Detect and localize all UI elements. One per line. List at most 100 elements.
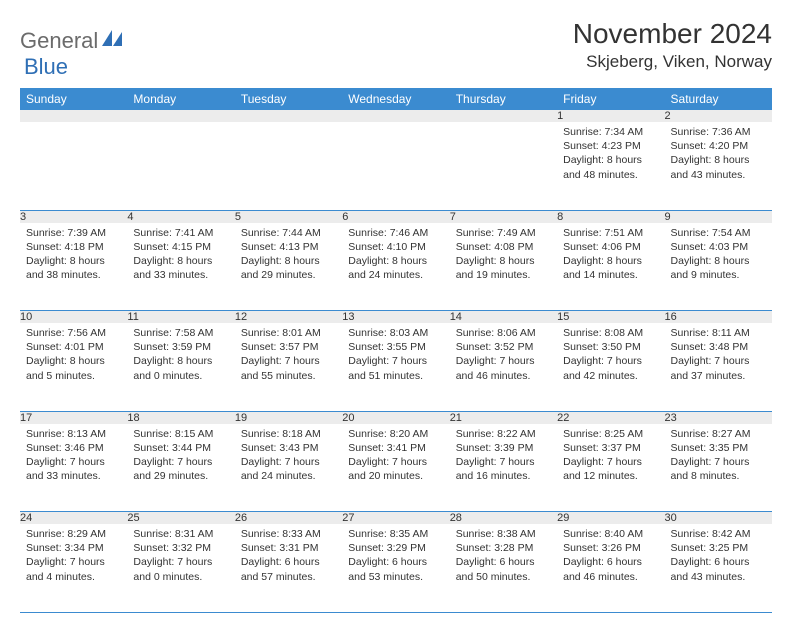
day-number: 22 <box>557 411 664 424</box>
weekday-header: Sunday <box>20 88 127 110</box>
day-details: Sunrise: 8:18 AMSunset: 3:43 PMDaylight:… <box>235 424 342 488</box>
day-details: Sunrise: 8:31 AMSunset: 3:32 PMDaylight:… <box>127 524 234 588</box>
day-number: 10 <box>20 311 127 324</box>
day-cell: Sunrise: 8:42 AMSunset: 3:25 PMDaylight:… <box>665 524 772 612</box>
day-details: Sunrise: 8:06 AMSunset: 3:52 PMDaylight:… <box>450 323 557 387</box>
day-number: 9 <box>665 210 772 223</box>
day-details: Sunrise: 8:35 AMSunset: 3:29 PMDaylight:… <box>342 524 449 588</box>
day-details: Sunrise: 7:39 AMSunset: 4:18 PMDaylight:… <box>20 223 127 287</box>
day-number <box>235 110 342 122</box>
day-number: 11 <box>127 311 234 324</box>
day-details: Sunrise: 8:29 AMSunset: 3:34 PMDaylight:… <box>20 524 127 588</box>
day-details: Sunrise: 8:33 AMSunset: 3:31 PMDaylight:… <box>235 524 342 588</box>
day-number: 2 <box>665 110 772 122</box>
day-cell: Sunrise: 8:13 AMSunset: 3:46 PMDaylight:… <box>20 424 127 512</box>
day-cell: Sunrise: 8:18 AMSunset: 3:43 PMDaylight:… <box>235 424 342 512</box>
day-number: 3 <box>20 210 127 223</box>
day-cell: Sunrise: 7:54 AMSunset: 4:03 PMDaylight:… <box>665 223 772 311</box>
day-number: 25 <box>127 512 234 525</box>
daynum-row: 12 <box>20 110 772 122</box>
day-number: 17 <box>20 411 127 424</box>
day-number: 7 <box>450 210 557 223</box>
weekday-header: Wednesday <box>342 88 449 110</box>
day-number: 16 <box>665 311 772 324</box>
week-row: Sunrise: 8:29 AMSunset: 3:34 PMDaylight:… <box>20 524 772 612</box>
day-number: 13 <box>342 311 449 324</box>
day-cell <box>450 122 557 210</box>
day-cell: Sunrise: 8:08 AMSunset: 3:50 PMDaylight:… <box>557 323 664 411</box>
brand-logo: General <box>20 18 106 54</box>
weekday-header: Friday <box>557 88 664 110</box>
day-cell: Sunrise: 8:06 AMSunset: 3:52 PMDaylight:… <box>450 323 557 411</box>
day-cell: Sunrise: 8:40 AMSunset: 3:26 PMDaylight:… <box>557 524 664 612</box>
day-number: 14 <box>450 311 557 324</box>
day-details: Sunrise: 8:15 AMSunset: 3:44 PMDaylight:… <box>127 424 234 488</box>
day-details: Sunrise: 8:25 AMSunset: 3:37 PMDaylight:… <box>557 424 664 488</box>
week-row: Sunrise: 7:39 AMSunset: 4:18 PMDaylight:… <box>20 223 772 311</box>
day-number: 21 <box>450 411 557 424</box>
calendar-page: General November 2024 Skjeberg, Viken, N… <box>0 0 792 623</box>
day-cell: Sunrise: 7:39 AMSunset: 4:18 PMDaylight:… <box>20 223 127 311</box>
day-details: Sunrise: 7:58 AMSunset: 3:59 PMDaylight:… <box>127 323 234 387</box>
day-number: 18 <box>127 411 234 424</box>
day-number <box>127 110 234 122</box>
day-number <box>342 110 449 122</box>
day-details: Sunrise: 7:51 AMSunset: 4:06 PMDaylight:… <box>557 223 664 287</box>
day-number: 27 <box>342 512 449 525</box>
daynum-row: 10111213141516 <box>20 311 772 324</box>
daynum-row: 17181920212223 <box>20 411 772 424</box>
day-details: Sunrise: 8:11 AMSunset: 3:48 PMDaylight:… <box>665 323 772 387</box>
day-cell: Sunrise: 8:38 AMSunset: 3:28 PMDaylight:… <box>450 524 557 612</box>
day-cell: Sunrise: 7:41 AMSunset: 4:15 PMDaylight:… <box>127 223 234 311</box>
day-cell: Sunrise: 8:03 AMSunset: 3:55 PMDaylight:… <box>342 323 449 411</box>
day-details: Sunrise: 8:20 AMSunset: 3:41 PMDaylight:… <box>342 424 449 488</box>
day-cell: Sunrise: 7:56 AMSunset: 4:01 PMDaylight:… <box>20 323 127 411</box>
weekday-header: Monday <box>127 88 234 110</box>
day-cell: Sunrise: 8:20 AMSunset: 3:41 PMDaylight:… <box>342 424 449 512</box>
day-details: Sunrise: 8:40 AMSunset: 3:26 PMDaylight:… <box>557 524 664 588</box>
weekday-header: Thursday <box>450 88 557 110</box>
sail-icon <box>102 30 122 46</box>
day-cell: Sunrise: 7:44 AMSunset: 4:13 PMDaylight:… <box>235 223 342 311</box>
day-cell: Sunrise: 7:51 AMSunset: 4:06 PMDaylight:… <box>557 223 664 311</box>
day-cell <box>342 122 449 210</box>
day-number: 4 <box>127 210 234 223</box>
day-cell: Sunrise: 7:49 AMSunset: 4:08 PMDaylight:… <box>450 223 557 311</box>
day-number: 5 <box>235 210 342 223</box>
weekday-header: Saturday <box>665 88 772 110</box>
daynum-row: 24252627282930 <box>20 512 772 525</box>
week-row: Sunrise: 7:56 AMSunset: 4:01 PMDaylight:… <box>20 323 772 411</box>
day-number <box>20 110 127 122</box>
day-details: Sunrise: 7:49 AMSunset: 4:08 PMDaylight:… <box>450 223 557 287</box>
day-number: 29 <box>557 512 664 525</box>
day-details: Sunrise: 7:36 AMSunset: 4:20 PMDaylight:… <box>665 122 772 186</box>
day-details: Sunrise: 7:46 AMSunset: 4:10 PMDaylight:… <box>342 223 449 287</box>
day-details: Sunrise: 7:34 AMSunset: 4:23 PMDaylight:… <box>557 122 664 186</box>
day-cell: Sunrise: 8:27 AMSunset: 3:35 PMDaylight:… <box>665 424 772 512</box>
day-details: Sunrise: 8:01 AMSunset: 3:57 PMDaylight:… <box>235 323 342 387</box>
brand-part1: General <box>20 28 98 54</box>
day-details: Sunrise: 8:38 AMSunset: 3:28 PMDaylight:… <box>450 524 557 588</box>
day-cell <box>20 122 127 210</box>
day-cell: Sunrise: 7:46 AMSunset: 4:10 PMDaylight:… <box>342 223 449 311</box>
day-details: Sunrise: 7:41 AMSunset: 4:15 PMDaylight:… <box>127 223 234 287</box>
day-number: 20 <box>342 411 449 424</box>
weekday-header: Tuesday <box>235 88 342 110</box>
day-cell: Sunrise: 8:31 AMSunset: 3:32 PMDaylight:… <box>127 524 234 612</box>
month-title: November 2024 <box>573 18 772 50</box>
day-number: 8 <box>557 210 664 223</box>
day-details: Sunrise: 8:42 AMSunset: 3:25 PMDaylight:… <box>665 524 772 588</box>
weekday-header-row: Sunday Monday Tuesday Wednesday Thursday… <box>20 88 772 110</box>
day-cell: Sunrise: 8:22 AMSunset: 3:39 PMDaylight:… <box>450 424 557 512</box>
title-block: November 2024 Skjeberg, Viken, Norway <box>573 18 772 72</box>
day-cell: Sunrise: 7:58 AMSunset: 3:59 PMDaylight:… <box>127 323 234 411</box>
day-details: Sunrise: 7:56 AMSunset: 4:01 PMDaylight:… <box>20 323 127 387</box>
brand-part2: Blue <box>24 54 68 79</box>
day-cell: Sunrise: 7:36 AMSunset: 4:20 PMDaylight:… <box>665 122 772 210</box>
day-details: Sunrise: 8:27 AMSunset: 3:35 PMDaylight:… <box>665 424 772 488</box>
day-number: 19 <box>235 411 342 424</box>
calendar-table: Sunday Monday Tuesday Wednesday Thursday… <box>20 88 772 613</box>
day-number: 1 <box>557 110 664 122</box>
day-cell: Sunrise: 8:33 AMSunset: 3:31 PMDaylight:… <box>235 524 342 612</box>
day-details: Sunrise: 8:22 AMSunset: 3:39 PMDaylight:… <box>450 424 557 488</box>
